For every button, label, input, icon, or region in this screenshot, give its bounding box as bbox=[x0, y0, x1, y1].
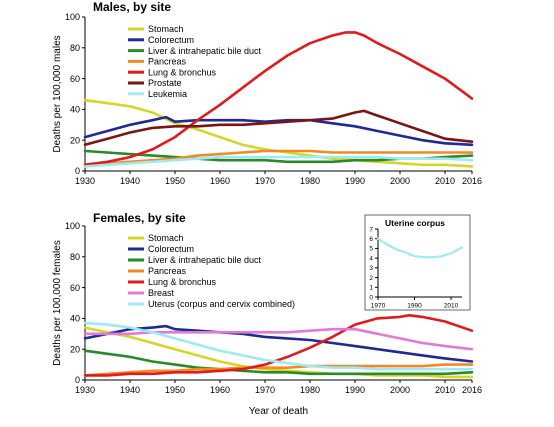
x-axis-label: Year of death bbox=[249, 406, 308, 417]
legend-label: Colorectum bbox=[148, 35, 194, 45]
y-tick-label: 40 bbox=[70, 105, 80, 115]
y-tick-label: 3 bbox=[369, 265, 373, 272]
males-chart: 0 20 40 60 80 100 1930 1940 1950 1960 1970 1980 1990… bbox=[52, 0, 482, 186]
legend-label: Lung & bronchus bbox=[148, 67, 217, 77]
y-tick-label: 0 bbox=[369, 294, 373, 301]
y-tick-label: 0 bbox=[75, 166, 80, 176]
legend-label: Liver & intrahepatic bile duct bbox=[148, 255, 262, 265]
y-axis-label: Deaths per 100,000 females bbox=[52, 240, 63, 366]
x-tick-label: 2010 bbox=[435, 385, 455, 395]
x-tick-label: 2010 bbox=[435, 176, 455, 186]
y-tick-label: 60 bbox=[70, 283, 80, 293]
y-tick-label: 6 bbox=[369, 236, 373, 243]
y-tick-label: 40 bbox=[70, 314, 80, 324]
legend-label: Lung & bronchus bbox=[148, 277, 217, 287]
x-tick-label: 1990 bbox=[345, 385, 365, 395]
x-tick-label: 1950 bbox=[165, 385, 185, 395]
legend-label: Breast bbox=[148, 288, 175, 298]
x-tick-label: 1950 bbox=[165, 176, 185, 186]
chart-title: Males, by site bbox=[93, 0, 171, 14]
chart-title: Females, by site bbox=[93, 211, 186, 225]
x-tick-label: 1980 bbox=[300, 385, 320, 395]
y-tick-label: 80 bbox=[70, 252, 80, 262]
x-tick-label: 1980 bbox=[300, 176, 320, 186]
y-tick-label: 100 bbox=[65, 221, 80, 231]
x-tick-label: 1990 bbox=[345, 176, 365, 186]
x-tick-label: 1970 bbox=[371, 303, 386, 310]
x-tick-label: 2000 bbox=[390, 385, 410, 395]
y-tick-label: 20 bbox=[70, 135, 80, 145]
x-tick-label: 2000 bbox=[390, 176, 410, 186]
y-tick-label: 100 bbox=[65, 12, 80, 22]
y-tick-label: 80 bbox=[70, 43, 80, 53]
x-tick-label: 2016 bbox=[462, 176, 482, 186]
x-tick-label: 1990 bbox=[407, 303, 422, 310]
x-tick-label: 2016 bbox=[462, 385, 482, 395]
x-tick-label: 2010 bbox=[444, 303, 459, 310]
x-tick-label: 1970 bbox=[255, 176, 275, 186]
y-axis-label: Deaths per 100,000 males bbox=[52, 35, 63, 152]
y-tick-label: 1 bbox=[369, 285, 373, 292]
legend-label: Pancreas bbox=[148, 57, 187, 67]
legend-label: Pancreas bbox=[148, 266, 187, 276]
legend-label: Liver & intrahepatic bile duct bbox=[148, 46, 262, 56]
y-tick-label: 2 bbox=[369, 275, 373, 282]
y-tick-label: 5 bbox=[369, 246, 373, 253]
x-tick-label: 1930 bbox=[75, 176, 95, 186]
y-tick-label: 60 bbox=[70, 74, 80, 84]
inset-frame bbox=[365, 215, 470, 310]
x-tick-label: 1930 bbox=[75, 385, 95, 395]
y-tick-label: 0 bbox=[75, 375, 80, 385]
legend-label: Colorectum bbox=[148, 244, 194, 254]
uterine-corpus-inset: 0 1 2 3 4 5 6 7 1970 1990 2010 Uterine corpus bbox=[365, 215, 470, 310]
x-tick-label: 1940 bbox=[120, 176, 140, 186]
legend-label: Uterus (corpus and cervix combined) bbox=[148, 299, 295, 309]
legend-label: Stomach bbox=[148, 24, 184, 34]
y-tick-label: 4 bbox=[369, 255, 373, 262]
series-line-uterus-corpus-and-cervix-combined- bbox=[85, 323, 472, 369]
x-tick-label: 1940 bbox=[120, 385, 140, 395]
x-tick-label: 1960 bbox=[210, 176, 230, 186]
y-tick-label: 20 bbox=[70, 344, 80, 354]
y-tick-label: 7 bbox=[369, 226, 373, 233]
series-line-lung-bronchus bbox=[85, 32, 472, 164]
x-tick-label: 1970 bbox=[255, 385, 275, 395]
legend-label: Leukemia bbox=[148, 89, 187, 99]
chart-title: Uterine corpus bbox=[385, 218, 445, 228]
legend-label: Prostate bbox=[148, 78, 182, 88]
legend-label: Stomach bbox=[148, 233, 184, 243]
x-tick-label: 1960 bbox=[210, 385, 230, 395]
